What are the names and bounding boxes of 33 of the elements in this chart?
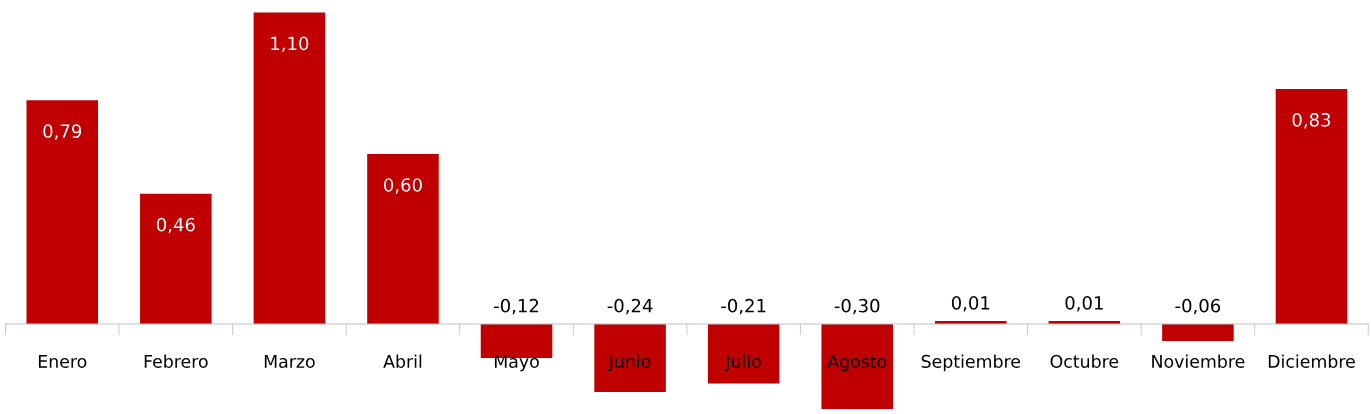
data-label: 0,79 xyxy=(43,124,82,140)
data-label: -0,21 xyxy=(721,298,766,315)
bar xyxy=(821,323,893,409)
bar xyxy=(253,12,326,324)
data-label: 0,01 xyxy=(951,296,990,312)
x-tick-label: Julio xyxy=(724,354,761,372)
bar xyxy=(367,154,439,324)
data-label: 0,01 xyxy=(1065,296,1103,312)
bar xyxy=(140,193,212,324)
data-label: 1,10 xyxy=(271,36,309,53)
bar xyxy=(594,323,666,392)
x-tick-label: Diciembre xyxy=(1268,354,1355,368)
x-tick-label: Enero xyxy=(38,355,87,368)
data-label: -0,24 xyxy=(607,298,653,315)
x-tick-label: Febrero xyxy=(144,354,208,368)
data-label: -0,30 xyxy=(834,298,880,315)
x-tick-label: Junio xyxy=(607,354,651,372)
data-label: 0,46 xyxy=(156,217,195,234)
bar xyxy=(26,100,99,324)
x-tick-label: Noviembre xyxy=(1152,354,1245,368)
data-label: 0,60 xyxy=(384,178,422,194)
x-tick-label: Septiembre xyxy=(921,354,1021,372)
data-label: -0,06 xyxy=(1175,298,1221,315)
x-tick-label: Octubre xyxy=(1050,354,1119,368)
bar xyxy=(1275,88,1348,324)
bar xyxy=(707,323,780,384)
data-label: -0,12 xyxy=(494,298,539,315)
x-tick-label: Agosto xyxy=(827,355,887,372)
x-tick-label: Mayo xyxy=(494,355,539,372)
data-label: 0,83 xyxy=(1292,113,1331,129)
x-tick-label: Marzo xyxy=(264,355,315,368)
bar xyxy=(1162,323,1234,341)
x-tick-label: Abril xyxy=(383,354,422,368)
